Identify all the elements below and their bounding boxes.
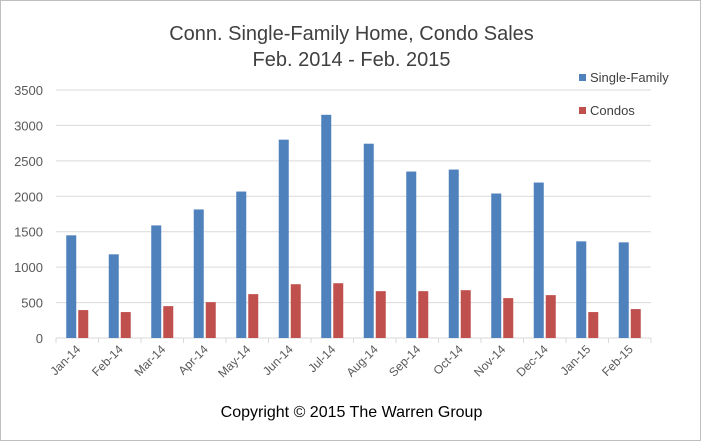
bar-condos-feb-14: [120, 312, 131, 338]
y-tick-label: 500: [21, 296, 43, 311]
copyright-text: Copyright © 2015 The Warren Group: [220, 404, 483, 421]
bar-single-family-dec-14: [533, 182, 544, 338]
legend-label: Condos: [590, 103, 635, 118]
bar-single-family-jan-14: [66, 235, 77, 338]
x-tick-label: May-14: [215, 342, 253, 380]
bar-single-family-nov-14: [491, 193, 502, 338]
bar-condos-jul-14: [333, 283, 344, 338]
x-tick-label: Jul-14: [305, 342, 338, 375]
x-tick-label: Feb-15: [599, 342, 636, 379]
bar-condos-jun-14: [290, 284, 301, 338]
legend-swatch-single-family: [579, 74, 586, 81]
y-tick-label: 1000: [14, 260, 43, 275]
x-tick-label: Oct-14: [431, 342, 467, 378]
bar-single-family-sep-14: [406, 171, 417, 338]
x-tick-label: Apr-14: [175, 342, 211, 378]
legend-item-single-family: Single-Family: [579, 70, 669, 85]
y-tick-label: 2000: [14, 189, 43, 204]
bar-single-family-may-14: [236, 191, 247, 338]
bar-condos-feb-15: [630, 309, 641, 338]
bar-condos-sep-14: [418, 291, 429, 338]
bar-single-family-jan-15: [576, 241, 587, 338]
bar-condos-may-14: [248, 294, 259, 338]
x-tick-label: Dec-14: [514, 342, 551, 379]
bar-condos-aug-14: [375, 291, 386, 338]
bar-condos-jan-15: [588, 312, 599, 338]
chart-title-line2: Feb. 2014 - Feb. 2015: [252, 49, 451, 71]
bar-single-family-oct-14: [448, 169, 459, 338]
bar-single-family-feb-15: [618, 242, 629, 338]
bar-condos-oct-14: [460, 290, 471, 338]
x-tick-label: Jan-14: [48, 342, 84, 378]
bar-condos-mar-14: [163, 306, 174, 338]
x-tick-label: Sep-14: [386, 342, 423, 379]
bar-single-family-feb-14: [108, 254, 119, 338]
x-tick-label: Aug-14: [344, 342, 381, 379]
bar-single-family-mar-14: [151, 225, 162, 338]
y-tick-label: 2500: [14, 154, 43, 169]
y-tick-label: 0: [36, 331, 43, 346]
bar-single-family-aug-14: [363, 143, 374, 338]
bar-single-family-apr-14: [193, 209, 204, 338]
y-tick-label: 3000: [14, 118, 43, 133]
y-tick-label: 3500: [14, 83, 43, 98]
x-tick-label: Feb-14: [89, 342, 126, 379]
x-tick-label: Jun-14: [260, 342, 296, 378]
legend-label: Single-Family: [590, 70, 669, 85]
bar-condos-nov-14: [503, 298, 514, 338]
bar-condos-jan-14: [78, 310, 89, 338]
bar-condos-dec-14: [545, 295, 556, 338]
bar-condos-apr-14: [205, 302, 216, 338]
legend-item-condos: Condos: [579, 103, 635, 118]
x-tick-label: Nov-14: [471, 342, 508, 379]
bar-single-family-jul-14: [321, 114, 332, 338]
chart-title-line1: Conn. Single-Family Home, Condo Sales: [169, 23, 534, 45]
y-tick-label: 1500: [14, 225, 43, 240]
legend-swatch-condos: [579, 107, 586, 114]
x-tick-label: Jan-15: [558, 342, 594, 378]
bar-single-family-jun-14: [278, 139, 289, 338]
x-tick-label: Mar-14: [132, 342, 169, 379]
